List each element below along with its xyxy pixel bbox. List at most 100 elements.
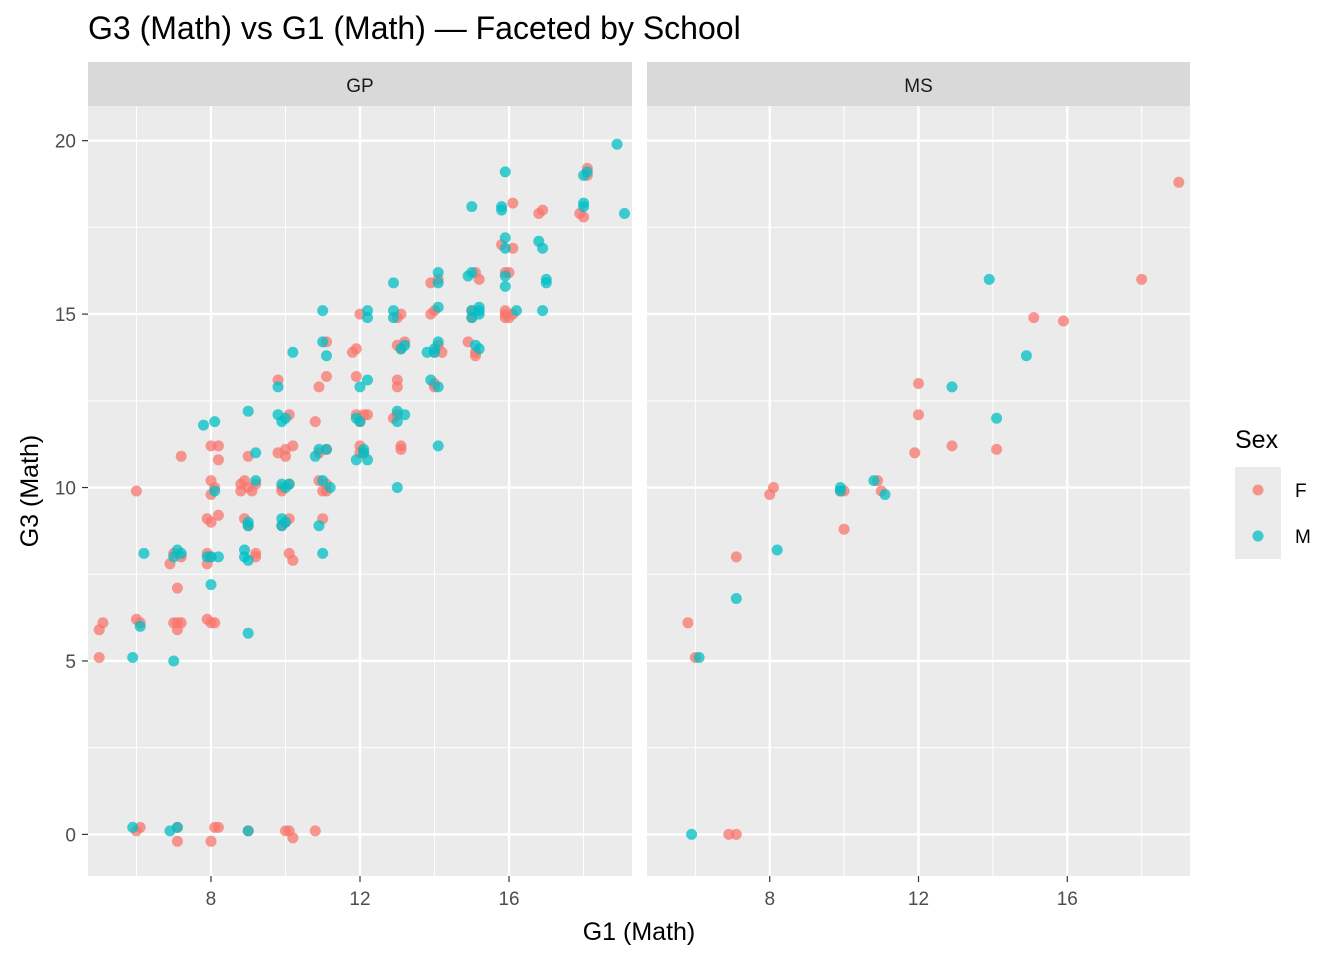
facet-label: MS	[904, 76, 933, 97]
data-point	[362, 374, 373, 386]
data-point	[212, 551, 224, 563]
data-point	[127, 821, 139, 833]
data-point	[168, 655, 180, 667]
data-point	[768, 482, 779, 493]
data-point	[212, 509, 224, 521]
data-point	[686, 828, 698, 840]
legend-title: Sex	[1235, 426, 1279, 454]
data-point	[280, 450, 291, 462]
data-point	[1136, 273, 1148, 285]
data-point	[212, 440, 224, 452]
data-point	[130, 485, 142, 497]
y-tick-label: 5	[65, 652, 76, 673]
data-point	[909, 447, 921, 459]
legend: Sex F M	[1235, 426, 1311, 559]
data-point	[212, 454, 224, 466]
data-point	[280, 412, 291, 424]
data-point	[250, 447, 262, 459]
data-point	[511, 305, 522, 317]
data-point	[771, 544, 783, 556]
data-point	[581, 166, 593, 178]
data-point	[432, 381, 444, 393]
data-point	[388, 312, 399, 324]
legend-label: M	[1295, 527, 1311, 548]
data-point	[250, 475, 262, 487]
data-point	[209, 485, 221, 497]
data-point	[354, 416, 366, 428]
data-point	[466, 267, 478, 278]
legend-key-f	[1252, 484, 1264, 496]
y-tick-label: 0	[65, 825, 76, 846]
data-point	[1028, 312, 1040, 324]
data-point	[499, 166, 511, 178]
data-point	[913, 378, 924, 389]
data-point	[540, 273, 552, 285]
y-tick-label: 20	[55, 132, 76, 153]
data-point	[354, 381, 366, 393]
data-point	[198, 419, 209, 431]
data-point	[391, 482, 403, 493]
x-tick-label: 16	[1057, 889, 1078, 910]
data-point	[242, 554, 254, 566]
data-point	[317, 336, 329, 348]
data-point	[283, 478, 295, 490]
data-point	[425, 374, 437, 386]
data-point	[362, 312, 373, 324]
data-point	[499, 280, 511, 292]
data-point	[138, 547, 150, 559]
data-point	[395, 443, 407, 455]
data-point	[242, 825, 254, 837]
x-axis-title: G1 (Math)	[583, 918, 696, 946]
data-point	[991, 412, 1003, 424]
data-point	[1058, 315, 1069, 327]
data-point	[730, 593, 742, 604]
data-point	[317, 305, 329, 317]
data-point	[879, 489, 891, 500]
data-point	[287, 832, 299, 844]
data-point	[242, 520, 254, 532]
data-point	[362, 409, 373, 421]
data-point	[499, 270, 511, 282]
data-point	[175, 450, 187, 462]
data-point	[321, 371, 332, 382]
data-point	[313, 381, 325, 393]
data-point	[432, 277, 444, 289]
data-point	[175, 547, 187, 559]
data-point	[1020, 350, 1032, 362]
data-point	[432, 301, 444, 313]
data-point	[93, 652, 105, 663]
data-point	[317, 475, 329, 487]
data-point	[317, 547, 329, 559]
data-point	[466, 201, 478, 213]
data-point	[507, 197, 519, 209]
data-point	[280, 516, 291, 528]
data-point	[473, 308, 485, 320]
data-point	[127, 652, 139, 663]
data-point	[496, 201, 508, 213]
data-point	[499, 232, 511, 244]
data-point	[429, 346, 440, 358]
data-point	[578, 211, 590, 223]
data-point	[321, 443, 332, 455]
data-point	[578, 201, 590, 213]
series-m	[686, 273, 1032, 840]
data-point	[97, 617, 109, 629]
data-point	[913, 409, 924, 421]
data-point	[321, 350, 332, 362]
data-point	[309, 416, 321, 428]
data-point	[611, 138, 623, 150]
y-axis-title: G3 (Math)	[16, 435, 44, 548]
data-point	[287, 440, 299, 452]
data-point	[209, 617, 221, 629]
x-tick-label: 8	[764, 889, 775, 910]
data-point	[730, 551, 742, 563]
x-tick-label: 8	[206, 889, 217, 910]
data-point	[1173, 176, 1185, 188]
data-point	[134, 620, 146, 632]
data-point	[324, 482, 336, 493]
data-point	[537, 242, 549, 254]
data-point	[391, 416, 403, 428]
data-point	[205, 835, 217, 847]
data-point	[537, 305, 549, 317]
